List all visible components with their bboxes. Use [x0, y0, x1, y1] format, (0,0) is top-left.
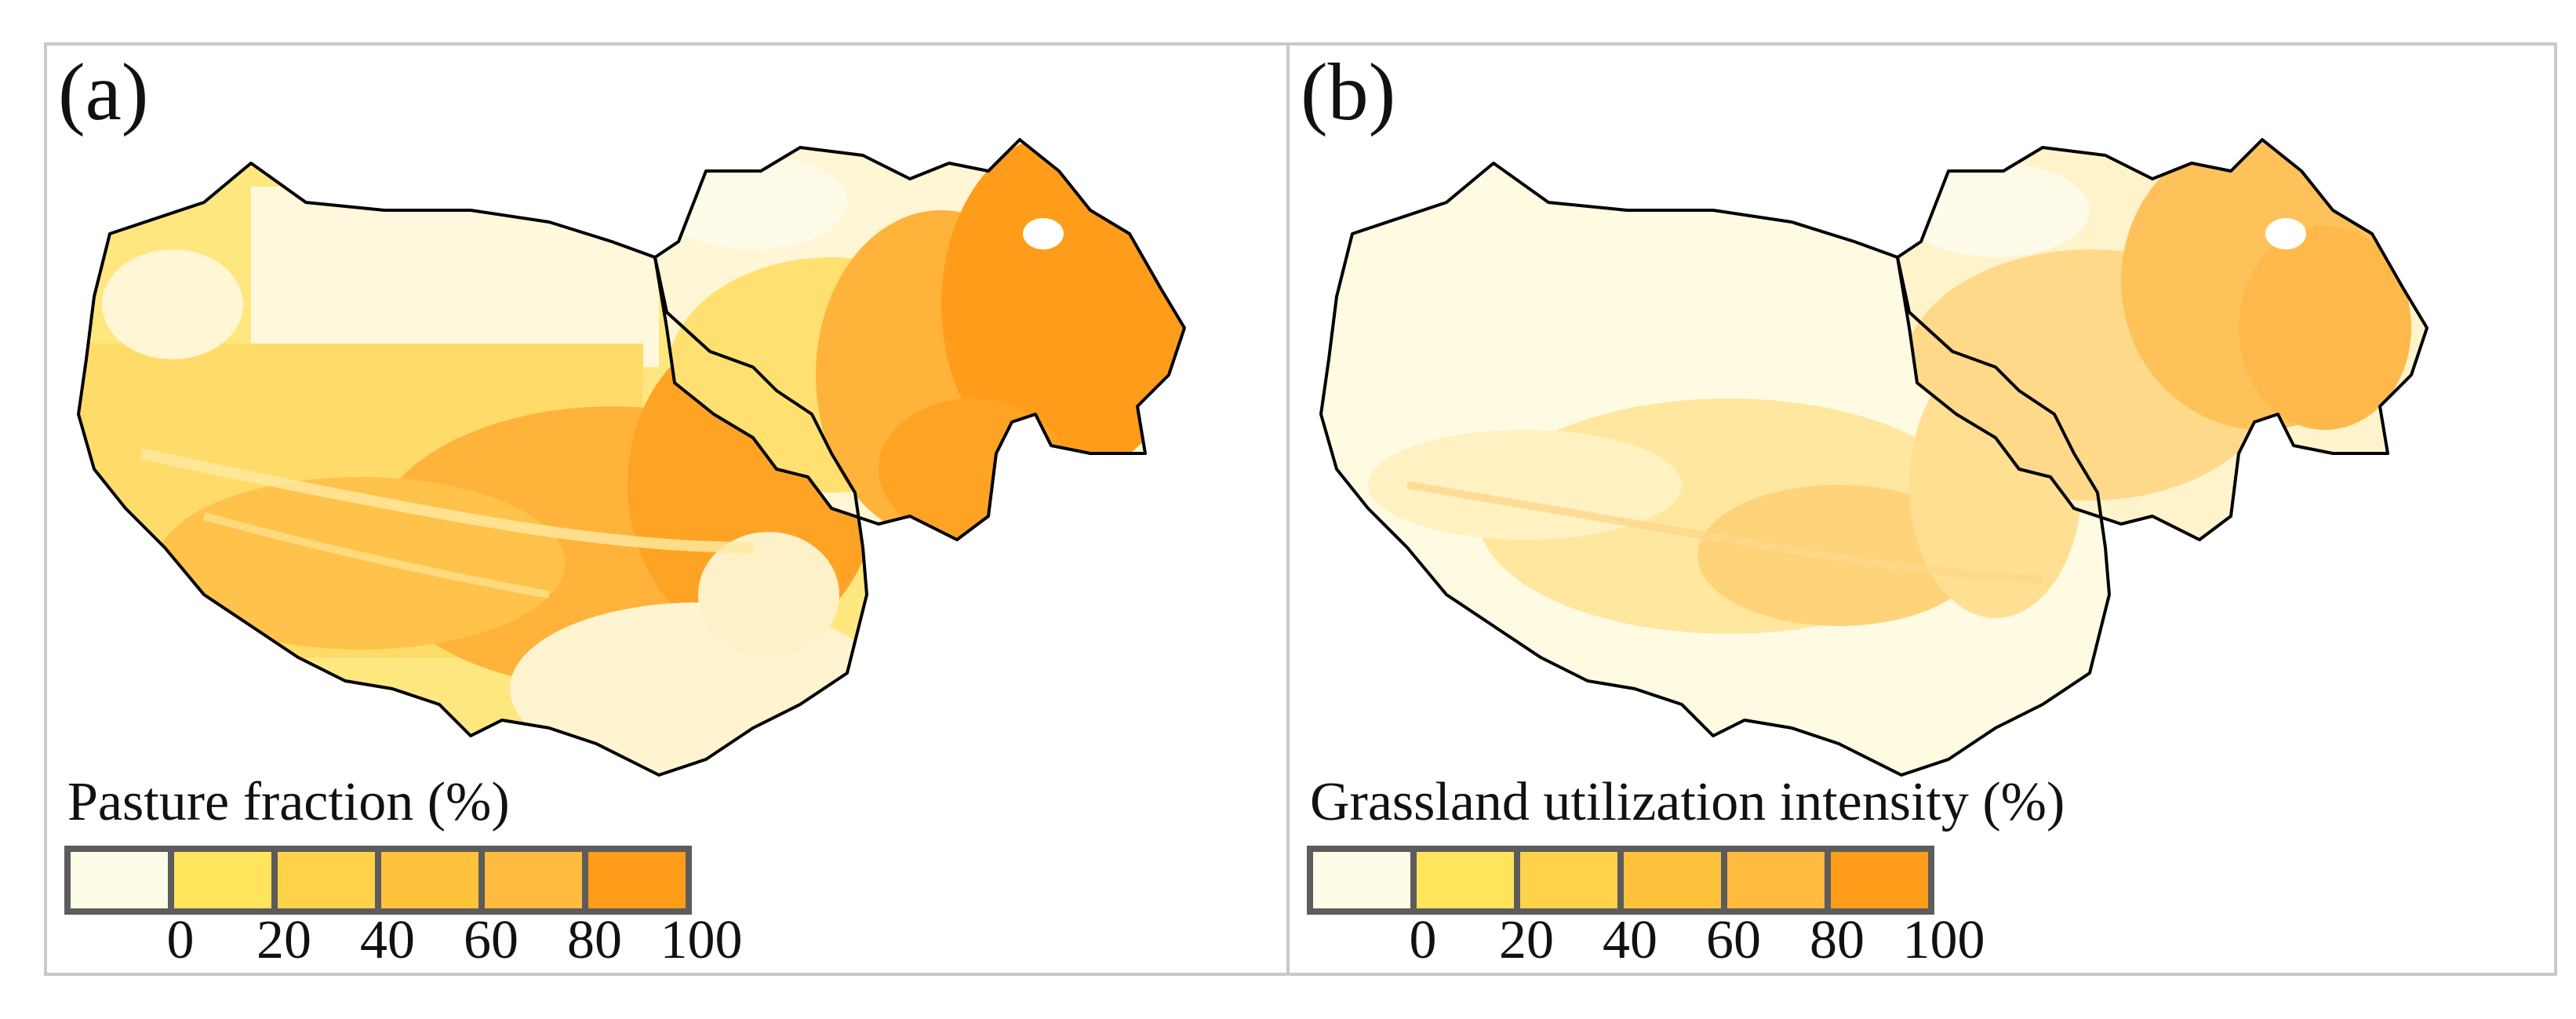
legend-swatch — [174, 852, 271, 908]
panel-label: (b) — [1301, 47, 1396, 137]
figure-frame — [44, 42, 2557, 976]
panel-divider — [1286, 42, 1290, 976]
legend-tick: 40 — [1603, 910, 1657, 970]
legend-tick: 0 — [166, 910, 195, 970]
legend-title: Pasture fraction (%) — [67, 772, 510, 832]
legend-swatch — [1417, 852, 1514, 908]
legend-tick: 20 — [257, 910, 311, 970]
legend-swatch — [1624, 852, 1721, 908]
legend-tick: 0 — [1409, 910, 1437, 970]
grassland-utilization-map — [1319, 138, 2429, 777]
legend-swatch — [381, 852, 478, 908]
legend-swatch — [278, 852, 375, 908]
panel-label: (a) — [58, 47, 149, 137]
panel-pasture-fraction: (a) Pasture fraction (%) 0 20 40 60 80 1… — [47, 45, 1286, 973]
legend-tick: 20 — [1499, 910, 1554, 970]
legend-title: Grassland utilization intensity (%) — [1310, 772, 2065, 832]
legend-tick: 80 — [1810, 910, 1865, 970]
panel-grassland-utilization: (b) Grassland utilization intensity (%) … — [1290, 45, 2529, 973]
color-legend — [64, 846, 692, 915]
legend-tick: 80 — [567, 910, 622, 970]
legend-swatch — [485, 852, 582, 908]
qinghai-boundary-a — [653, 138, 1186, 541]
legend-swatch — [1520, 852, 1617, 908]
legend-swatch — [71, 852, 168, 908]
tibet-boundary-a — [77, 162, 868, 777]
legend-swatch — [1313, 852, 1410, 908]
legend-tick: 100 — [1902, 910, 1985, 970]
legend-tick: 60 — [464, 910, 518, 970]
legend-tick: 100 — [660, 910, 743, 970]
qinghai-boundary-b — [1896, 138, 2429, 541]
legend-swatch — [1727, 852, 1825, 908]
legend-tick: 60 — [1706, 910, 1761, 970]
legend-tick: 40 — [360, 910, 415, 970]
legend-swatch — [588, 852, 686, 908]
tibet-boundary-b — [1319, 162, 2111, 777]
color-legend — [1307, 846, 1934, 915]
pasture-fraction-map — [77, 138, 1186, 777]
tibet-region-a — [78, 163, 867, 775]
legend-swatch — [1831, 852, 1928, 908]
